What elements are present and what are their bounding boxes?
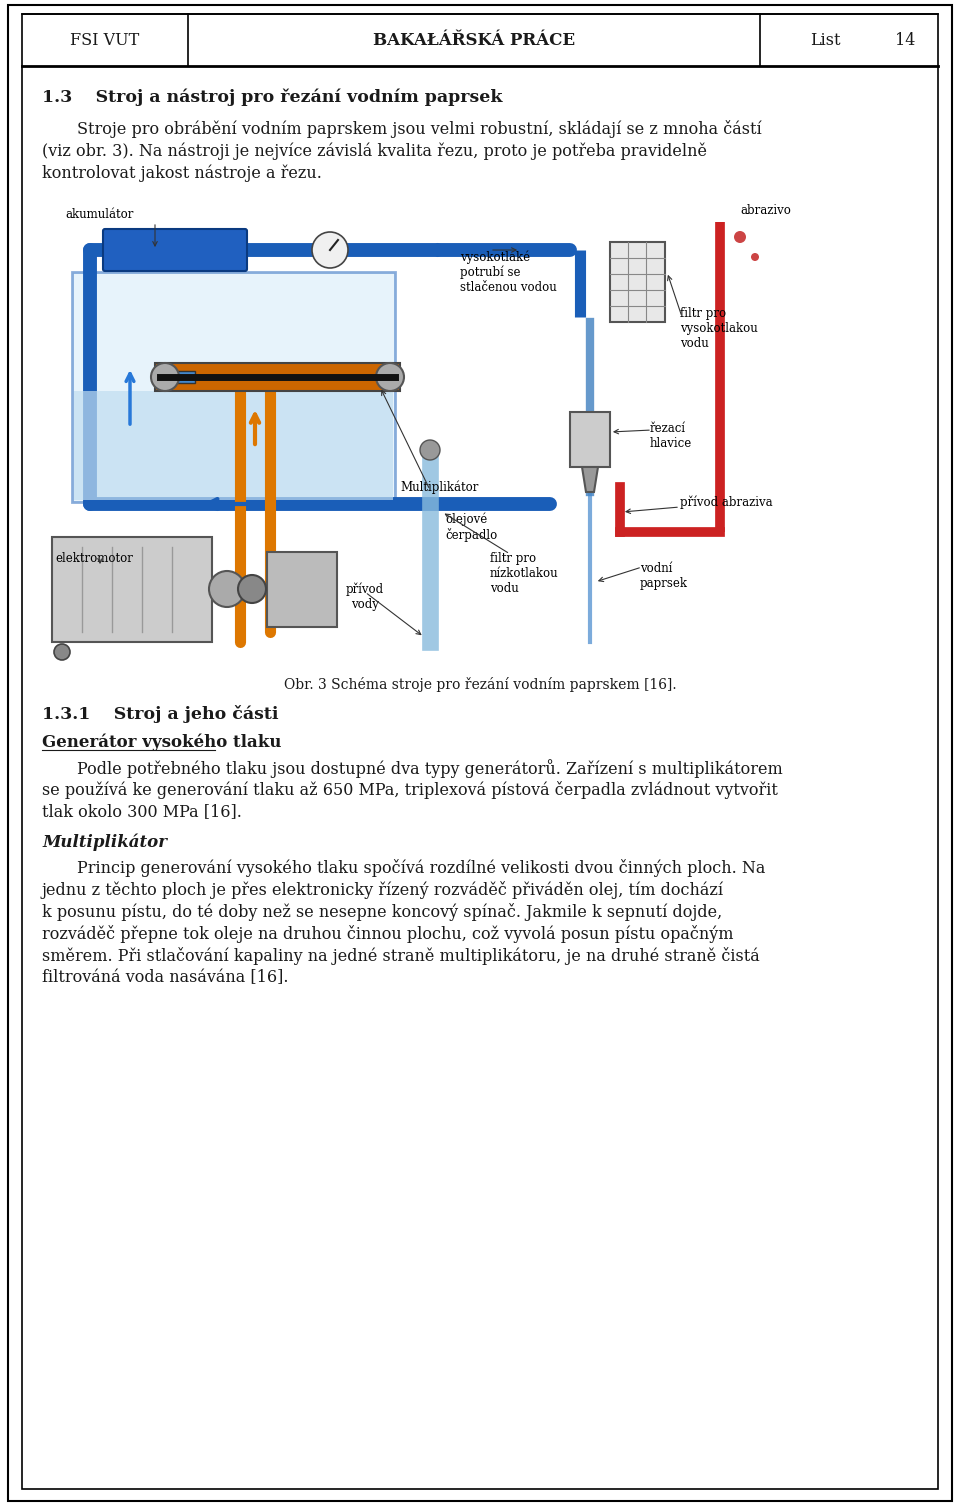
Text: přívod abraziva: přívod abraziva xyxy=(680,495,773,509)
Text: řezací
hlavice: řezací hlavice xyxy=(650,422,692,450)
Circle shape xyxy=(376,363,404,392)
Circle shape xyxy=(238,575,266,602)
Text: List: List xyxy=(810,32,841,48)
Text: abrazivo: abrazivo xyxy=(740,203,791,217)
Text: Obr. 3 Schéma stroje pro řezání vodním paprskem [16].: Obr. 3 Schéma stroje pro řezání vodním p… xyxy=(284,678,676,691)
Text: Princip generování vysokého tlaku spočívá rozdílné velikosti dvou činných ploch.: Princip generování vysokého tlaku spočív… xyxy=(77,858,765,876)
Text: se používá ke generování tlaku až 650 MPa, triplexová pístová čerpadla zvládnout: se používá ke generování tlaku až 650 MP… xyxy=(42,782,778,800)
Text: BAKAŁÁŘSKÁ PRÁCE: BAKAŁÁŘSKÁ PRÁCE xyxy=(372,32,575,48)
FancyBboxPatch shape xyxy=(52,538,212,642)
Text: Podle potřebného tlaku jsou dostupné dva typy generátorů. Zařízení s multiplikát: Podle potřebného tlaku jsou dostupné dva… xyxy=(77,759,782,779)
Text: jednu z těchto ploch je přes elektronicky řízený rozváděč přiváděn olej, tím doc: jednu z těchto ploch je přes elektronick… xyxy=(42,881,724,899)
Text: kontrolovat jakost nástroje a řezu.: kontrolovat jakost nástroje a řezu. xyxy=(42,164,322,182)
Text: elektromotor: elektromotor xyxy=(55,553,132,565)
Bar xyxy=(155,370,195,383)
FancyBboxPatch shape xyxy=(155,363,400,392)
Text: 1.3  Stroj a nástroj pro řezání vodním paprsek: 1.3 Stroj a nástroj pro řezání vodním pa… xyxy=(42,87,502,105)
Text: Multiplikátor: Multiplikátor xyxy=(42,833,167,851)
Text: rozváděč přepne tok oleje na druhou činnou plochu, což vyvolá posun pístu opačný: rozváděč přepne tok oleje na druhou činn… xyxy=(42,925,733,943)
Text: 1.3.1  Stroj a jeho části: 1.3.1 Stroj a jeho části xyxy=(42,705,278,723)
Text: filtr pro
nízkotlakou
vodu: filtr pro nízkotlakou vodu xyxy=(490,553,559,595)
FancyBboxPatch shape xyxy=(72,273,395,501)
FancyBboxPatch shape xyxy=(570,413,610,467)
Text: tlak okolo 300 MPa [16].: tlak okolo 300 MPa [16]. xyxy=(42,803,242,819)
Text: Generátor vysokého tlaku: Generátor vysokého tlaku xyxy=(42,733,281,750)
Bar xyxy=(610,242,665,322)
Text: směrem. Při stlačování kapaliny na jedné straně multiplikátoru, je na druhé stra: směrem. Při stlačování kapaliny na jedné… xyxy=(42,947,759,965)
Circle shape xyxy=(209,571,245,607)
Text: přívod
vody: přívod vody xyxy=(346,581,384,610)
Text: (viz obr. 3). Na nástroji je nejvíce závislá kvalita řezu, proto je potřeba prav: (viz obr. 3). Na nástroji je nejvíce záv… xyxy=(42,142,707,160)
Circle shape xyxy=(734,230,746,242)
Text: k posunu pístu, do té doby než se nesepne koncový spínač. Jakmile k sepnutí dojd: k posunu pístu, do té doby než se nesepn… xyxy=(42,904,722,922)
Text: Multiplikátor: Multiplikátor xyxy=(400,480,478,494)
Circle shape xyxy=(54,645,70,660)
FancyBboxPatch shape xyxy=(103,229,247,271)
Text: filtr pro
vysokotlakou
vodu: filtr pro vysokotlakou vodu xyxy=(680,307,757,349)
Circle shape xyxy=(751,253,759,261)
Text: vysokotlaké
potrubí se
stlačenou vodou: vysokotlaké potrubí se stlačenou vodou xyxy=(460,250,557,294)
Polygon shape xyxy=(582,467,598,492)
Text: 14: 14 xyxy=(895,32,915,48)
Circle shape xyxy=(151,363,179,392)
Text: akumulátor: akumulátor xyxy=(65,208,133,220)
Text: vodní
paprsek: vodní paprsek xyxy=(640,562,688,590)
Text: Stroje pro obrábění vodním paprskem jsou velmi robustní, skládají se z mnoha čás: Stroje pro obrábění vodním paprskem jsou… xyxy=(77,120,761,139)
Circle shape xyxy=(312,232,348,268)
Bar xyxy=(74,392,393,500)
Text: FSI VUT: FSI VUT xyxy=(70,32,139,48)
FancyBboxPatch shape xyxy=(267,553,337,626)
Text: olejové
čerpadlo: olejové čerpadlo xyxy=(445,512,497,542)
Bar xyxy=(42,191,918,663)
Circle shape xyxy=(420,440,440,459)
Text: filtrováná voda nasávána [16].: filtrováná voda nasávána [16]. xyxy=(42,968,289,986)
